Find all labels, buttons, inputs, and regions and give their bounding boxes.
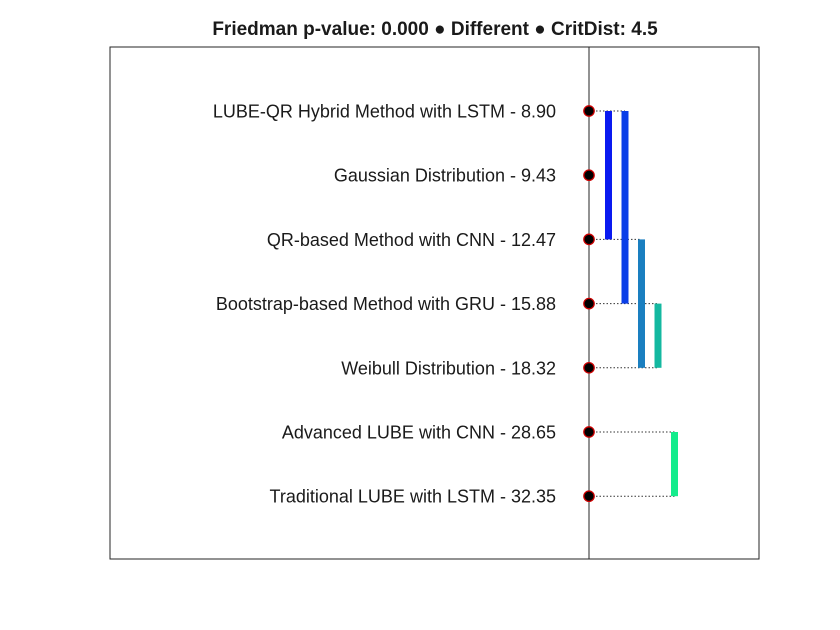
plot-frame [109, 46, 760, 560]
title-status: Different [450, 19, 529, 40]
method-marker-0 [583, 105, 595, 117]
group-bar-0 [605, 111, 612, 240]
method-label-5: Advanced LUBE with CNN - 28.65 [282, 423, 556, 443]
method-label-6: Traditional LUBE with LSTM - 32.35 [270, 487, 556, 507]
group-bar-1 [621, 111, 629, 304]
method-label-1: Gaussian Distribution - 9.43 [334, 166, 556, 186]
title-crit-value: 4.5 [631, 19, 658, 40]
method-marker-4 [583, 361, 595, 374]
group-bar-2 [638, 239, 645, 368]
group-bar-3 [654, 303, 662, 368]
method-label-4: Weibull Distribution - 18.32 [341, 358, 556, 378]
connector-lines [589, 110, 675, 497]
method-marker-1 [583, 169, 595, 182]
method-marker-5 [583, 426, 595, 438]
title-bullet-1: ● [434, 19, 446, 40]
method-marker-6 [583, 490, 595, 503]
title-p-value: 0.000 [381, 19, 429, 40]
method-markers [583, 105, 595, 503]
method-label-0: LUBE-QR Hybrid Method with LSTM - 8.90 [213, 102, 556, 122]
group-bars [605, 111, 678, 497]
group-bar-4 [671, 432, 678, 497]
title-bullet-2: ● [534, 19, 546, 40]
method-marker-2 [583, 233, 595, 246]
method-marker-3 [583, 297, 595, 310]
method-labels: LUBE-QR Hybrid Method with LSTM - 8.90 Ga… [213, 102, 556, 507]
title-prefix: Friedman p-value: [212, 19, 382, 40]
method-label-2: QR-based Method with CNN - 12.47 [267, 230, 556, 250]
method-label-3: Bootstrap-based Method with GRU - 15.88 [216, 294, 556, 314]
title-crit-label: CritDist: [551, 19, 632, 40]
chart-title: Friedman p-value: 0.000 ● Different ● Cr… [0, 19, 840, 41]
